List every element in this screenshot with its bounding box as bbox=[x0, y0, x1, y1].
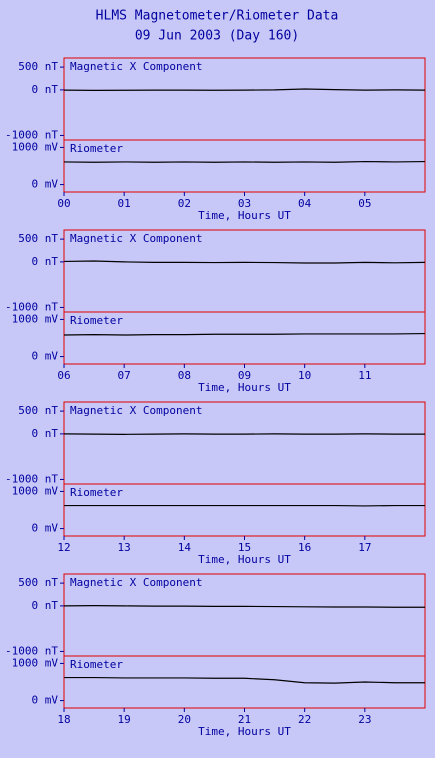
y-tick-label: -1000 nT bbox=[5, 472, 58, 485]
x-axis-label: Time, Hours UT bbox=[198, 725, 291, 738]
subplot-title: Riometer bbox=[70, 486, 123, 499]
x-axis-label: Time, Hours UT bbox=[198, 209, 291, 222]
subplot-title: Riometer bbox=[70, 142, 123, 155]
x-tick-label: 02 bbox=[178, 197, 191, 210]
y-tick-label: -1000 nT bbox=[5, 128, 58, 141]
x-tick-label: 20 bbox=[178, 713, 191, 726]
x-tick-label: 22 bbox=[298, 713, 311, 726]
y-tick-label: 500 nT bbox=[18, 232, 58, 245]
x-tick-label: 09 bbox=[238, 369, 251, 382]
x-tick-label: 19 bbox=[118, 713, 131, 726]
x-tick-label: 03 bbox=[238, 197, 251, 210]
x-tick-label: 17 bbox=[358, 541, 371, 554]
y-tick-label: -1000 nT bbox=[5, 644, 58, 657]
trace-line bbox=[63, 332, 426, 336]
x-tick-label: 21 bbox=[238, 713, 251, 726]
y-tick-label: 0 mV bbox=[32, 694, 59, 707]
x-tick-label: 23 bbox=[358, 713, 371, 726]
x-tick-label: 05 bbox=[358, 197, 371, 210]
trace-line bbox=[63, 88, 426, 91]
x-tick-label: 08 bbox=[178, 369, 191, 382]
trace-line bbox=[63, 605, 425, 608]
chart-subtitle: 09 Jun 2003 (Day 160) bbox=[135, 29, 299, 44]
y-tick-label: 0 mV bbox=[32, 522, 59, 535]
y-tick-label: 500 nT bbox=[18, 576, 58, 589]
y-tick-label: 500 nT bbox=[18, 404, 58, 417]
x-tick-label: 18 bbox=[57, 713, 70, 726]
trace-line bbox=[64, 676, 425, 684]
subplot-title: Magnetic X Component bbox=[70, 232, 202, 245]
subplot-title: Riometer bbox=[70, 658, 123, 671]
y-tick-label: 1000 mV bbox=[12, 140, 59, 153]
y-tick-label: 1000 mV bbox=[12, 312, 59, 325]
y-tick-label: 0 nT bbox=[32, 83, 59, 96]
y-tick-label: 1000 mV bbox=[12, 656, 59, 669]
x-tick-label: 15 bbox=[238, 541, 251, 554]
y-tick-label: 0 mV bbox=[32, 350, 59, 363]
x-tick-label: 13 bbox=[118, 541, 131, 554]
y-tick-label: 0 mV bbox=[32, 178, 59, 191]
x-tick-label: 06 bbox=[57, 369, 70, 382]
x-axis-label: Time, Hours UT bbox=[198, 553, 291, 566]
x-tick-label: 07 bbox=[118, 369, 131, 382]
x-tick-label: 11 bbox=[358, 369, 371, 382]
trace-line bbox=[63, 160, 426, 163]
y-tick-label: 500 nT bbox=[18, 60, 58, 73]
subplot-title: Riometer bbox=[70, 314, 123, 327]
subplot-title: Magnetic X Component bbox=[70, 404, 202, 417]
y-tick-label: -1000 nT bbox=[5, 300, 58, 313]
x-tick-label: 10 bbox=[298, 369, 311, 382]
y-tick-label: 0 nT bbox=[32, 255, 59, 268]
x-tick-label: 14 bbox=[178, 541, 192, 554]
x-tick-label: 01 bbox=[118, 197, 131, 210]
trace-line bbox=[63, 260, 426, 264]
y-tick-label: 0 nT bbox=[32, 427, 59, 440]
chart-title: HLMS Magnetometer/Riometer Data bbox=[96, 9, 339, 24]
subplot-title: Magnetic X Component bbox=[70, 576, 202, 589]
y-tick-label: 1000 mV bbox=[12, 484, 59, 497]
x-tick-label: 04 bbox=[298, 197, 312, 210]
y-tick-label: 0 nT bbox=[32, 599, 59, 612]
x-tick-label: 16 bbox=[298, 541, 311, 554]
x-axis-label: Time, Hours UT bbox=[198, 381, 291, 394]
x-tick-label: 00 bbox=[57, 197, 70, 210]
x-tick-label: 12 bbox=[57, 541, 70, 554]
subplot-title: Magnetic X Component bbox=[70, 60, 202, 73]
